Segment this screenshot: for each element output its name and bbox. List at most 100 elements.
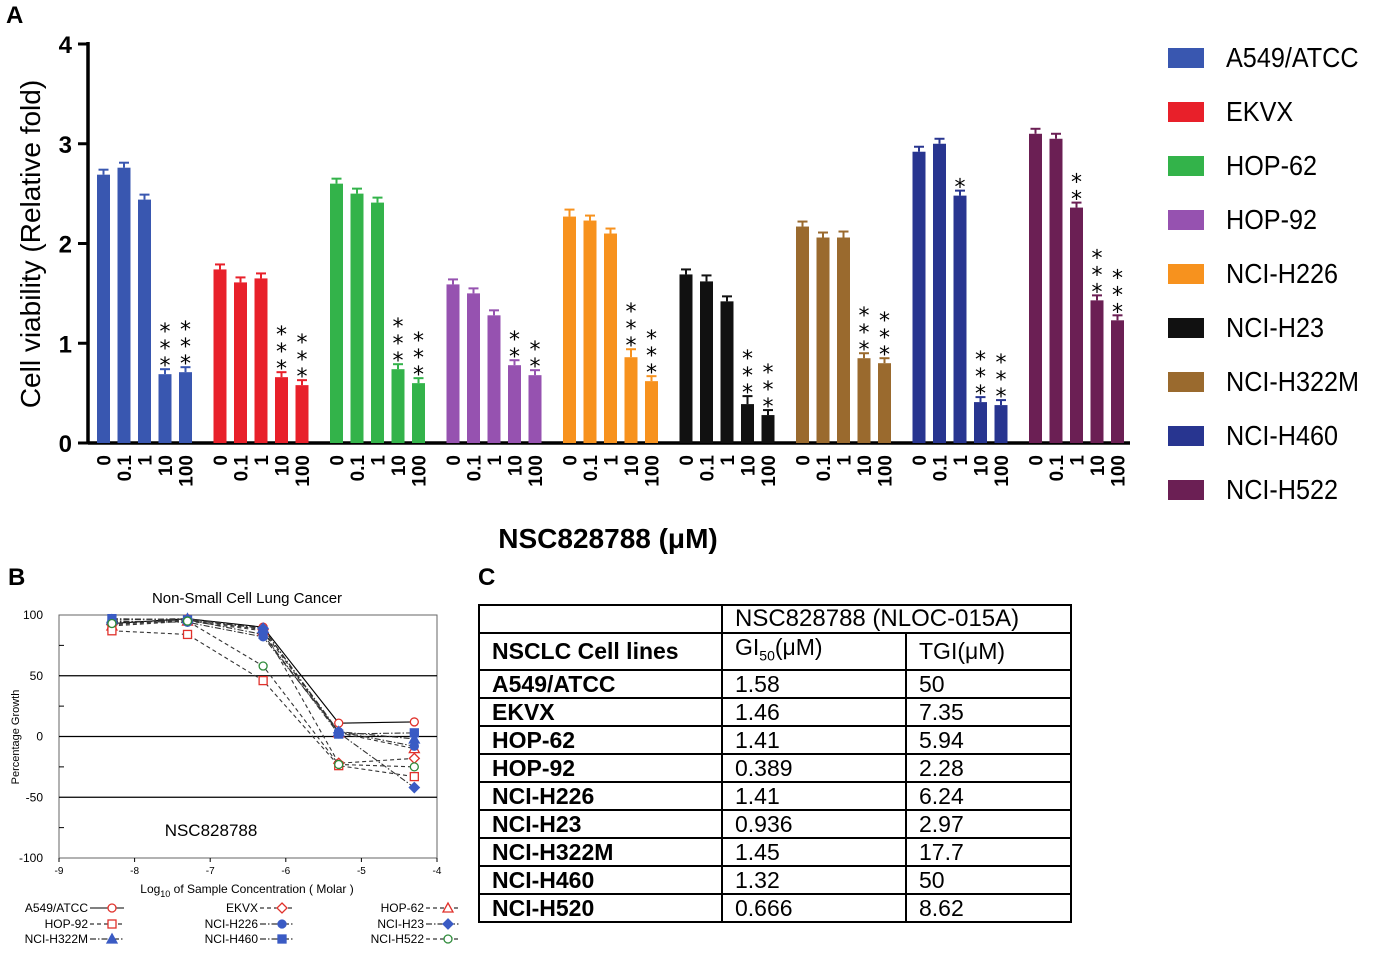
bar xyxy=(391,369,405,443)
bar xyxy=(994,405,1008,443)
bar-chart-xtick-label: 100 xyxy=(643,455,664,487)
bar-chart-xtick-label: 1 xyxy=(835,455,856,466)
legend-swatch xyxy=(1168,318,1204,338)
bar-chart-xtick-label: 0.1 xyxy=(581,455,602,482)
bar-chart-xtick-label: 100 xyxy=(293,455,314,487)
significance-star: * xyxy=(393,349,404,374)
bar-chart-xtick-label: 100 xyxy=(410,455,431,487)
bar-chart-xtick-label: 100 xyxy=(992,455,1013,487)
significance-star: * xyxy=(297,331,308,356)
data-point-marker xyxy=(334,759,344,770)
series-line xyxy=(111,630,415,778)
legend-label: A549/ATCC xyxy=(1226,42,1359,73)
line-chart-legend-item: NCI-H522 xyxy=(371,932,460,946)
table-cell-tgi: 5.94 xyxy=(905,724,1072,755)
data-point-marker xyxy=(107,618,117,629)
significance-star: * xyxy=(1092,246,1103,271)
legend-swatch xyxy=(1168,372,1204,392)
data-point-marker xyxy=(276,902,288,914)
data-point-marker xyxy=(258,629,268,640)
line-chart-legend-label: EKVX xyxy=(226,901,258,915)
legend-swatch xyxy=(1168,426,1204,446)
significance-star: * xyxy=(996,351,1007,376)
significance-star: * xyxy=(276,323,287,348)
legend-item: NCI-H322M xyxy=(1168,366,1374,397)
significance-star: * xyxy=(1071,171,1082,196)
legend-swatch xyxy=(1168,156,1204,176)
legend-item: A549/ATCC xyxy=(1168,42,1373,73)
legend-item: NCI-H23 xyxy=(1168,312,1335,343)
data-point-marker xyxy=(277,919,287,929)
significance-star: * xyxy=(996,385,1007,410)
legend-label: NCI-H23 xyxy=(1226,312,1325,343)
bar xyxy=(796,226,809,443)
line-chart-legend-label: NCI-H23 xyxy=(377,917,424,931)
bar xyxy=(953,195,967,443)
line-chart-legend-item: HOP-92 xyxy=(45,917,124,931)
bar xyxy=(741,404,754,443)
line-chart-legend-item: EKVX xyxy=(226,901,294,915)
line-chart-ytick-label: -50 xyxy=(26,790,44,804)
bar-chart-xtick-label: 1 xyxy=(136,455,157,466)
line-chart-legend-label: HOP-92 xyxy=(45,917,89,931)
bar-chart-xtick-label: 1 xyxy=(1068,455,1089,466)
series-line xyxy=(111,620,415,750)
bar-chart-xtick-label: 1 xyxy=(485,455,506,466)
bar-chart-ytick-label: 0 xyxy=(59,431,72,458)
panel-label-c: C xyxy=(478,564,496,591)
line-chart-growth: Non-Small Cell Lung Cancer Percentage Gr… xyxy=(10,590,460,946)
table-cell-line-name: NCI-H226 xyxy=(478,780,723,811)
table-cell-line-name: HOP-92 xyxy=(478,752,723,783)
bar-chart-xlabel: NSC828788 (μM) xyxy=(498,523,717,554)
significance-star: * xyxy=(742,364,753,389)
bar xyxy=(467,293,480,443)
bar-chart-xtick-label: 100 xyxy=(526,455,547,487)
bar-chart-xtick-label: 10 xyxy=(855,455,876,476)
bar xyxy=(816,237,830,443)
bar-chart-xtick-label: 1 xyxy=(369,455,390,466)
table-cell-tgi: 17.7 xyxy=(905,836,1072,867)
table-cell-gi50: 1.58 xyxy=(721,668,907,699)
bar-chart-xtick-label: 1 xyxy=(718,455,739,466)
bar xyxy=(179,372,192,443)
table-cell-tgi: 8.62 xyxy=(905,892,1072,923)
bar xyxy=(720,301,734,443)
bar-chart-xtick-label: 100 xyxy=(177,455,198,487)
legend-swatch xyxy=(1168,480,1204,500)
legend-item: NCI-H460 xyxy=(1168,420,1350,451)
bar-chart-ytick-label: 2 xyxy=(59,232,72,259)
panel-label-a: A xyxy=(6,2,24,29)
significance-star: * xyxy=(530,355,541,380)
bar-chart-xtick-label: 0 xyxy=(561,455,582,466)
data-point-marker xyxy=(107,903,117,913)
table-row: HOP-92 0.389 2.28 xyxy=(478,752,1072,783)
line-chart-legend-label: NCI-H460 xyxy=(205,932,259,946)
significance-star: * xyxy=(393,332,404,357)
bar-chart-xtick-label: 10 xyxy=(739,455,760,476)
bar-chart-viability: Cell viability (Relative fold) NSC828788… xyxy=(15,32,1130,554)
bar-chart-xtick-label: 0.1 xyxy=(698,455,719,482)
significance-star: * xyxy=(859,321,870,346)
table-col-header-gi50: GI50(μM) xyxy=(721,632,907,671)
panel-label-b: B xyxy=(8,564,26,591)
table-group-header: NSC828788 (NLOC-015A) xyxy=(721,604,1072,634)
significance-star: * xyxy=(160,354,171,379)
data-point-marker xyxy=(182,629,193,640)
bar xyxy=(933,143,946,443)
table-header-row: NSCLC Cell lines GI50(μM) TGI(μM) xyxy=(478,632,1072,671)
table-row: NCI-H23 0.936 2.97 xyxy=(478,808,1072,839)
table-row: HOP-62 1.41 5.94 xyxy=(478,724,1072,755)
table-cell-line-name: A549/ATCC xyxy=(478,668,723,699)
bar-chart-xtick-label: 0 xyxy=(677,455,698,466)
bar-chart-ytick-label: 4 xyxy=(59,32,73,59)
bar xyxy=(1049,138,1063,443)
bar-chart-ylabel: Cell viability (Relative fold) xyxy=(15,80,46,408)
bar xyxy=(446,284,460,443)
significance-star: * xyxy=(276,340,287,365)
significance-star: * xyxy=(626,317,637,342)
line-chart-legend-item: HOP-62 xyxy=(381,901,460,915)
line-chart-annotation: NSC828788 xyxy=(165,821,258,840)
bar xyxy=(254,278,268,443)
line-chart-legend-item: NCI-H460 xyxy=(205,932,294,946)
legend-item: HOP-92 xyxy=(1168,204,1327,235)
